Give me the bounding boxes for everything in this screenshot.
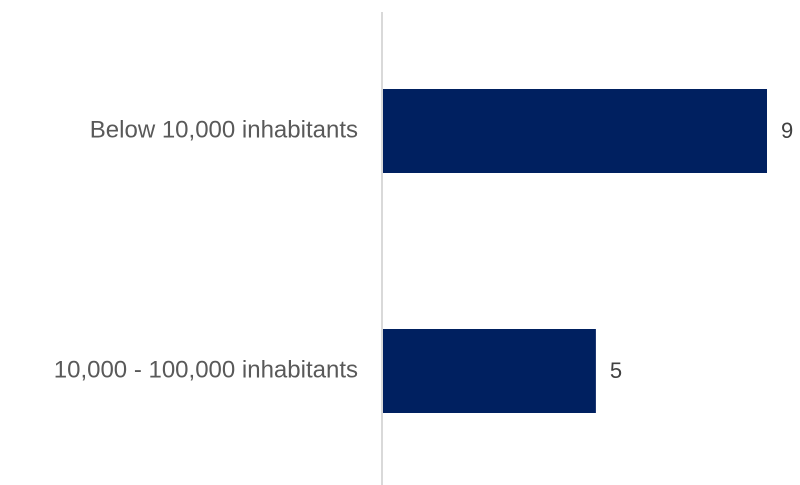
bar-1 xyxy=(382,329,596,413)
value-label-1: 5 xyxy=(610,358,622,383)
bar-0 xyxy=(382,89,767,173)
category-label-1: 10,000 - 100,000 inhabitants xyxy=(54,356,358,383)
labels-layer: Below 10,000 inhabitants 9 10,000 - 100,00… xyxy=(54,116,794,383)
category-label-0: Below 10,000 inhabitants xyxy=(90,116,358,143)
bars-layer xyxy=(382,89,767,413)
value-label-0: 9 xyxy=(781,118,793,143)
